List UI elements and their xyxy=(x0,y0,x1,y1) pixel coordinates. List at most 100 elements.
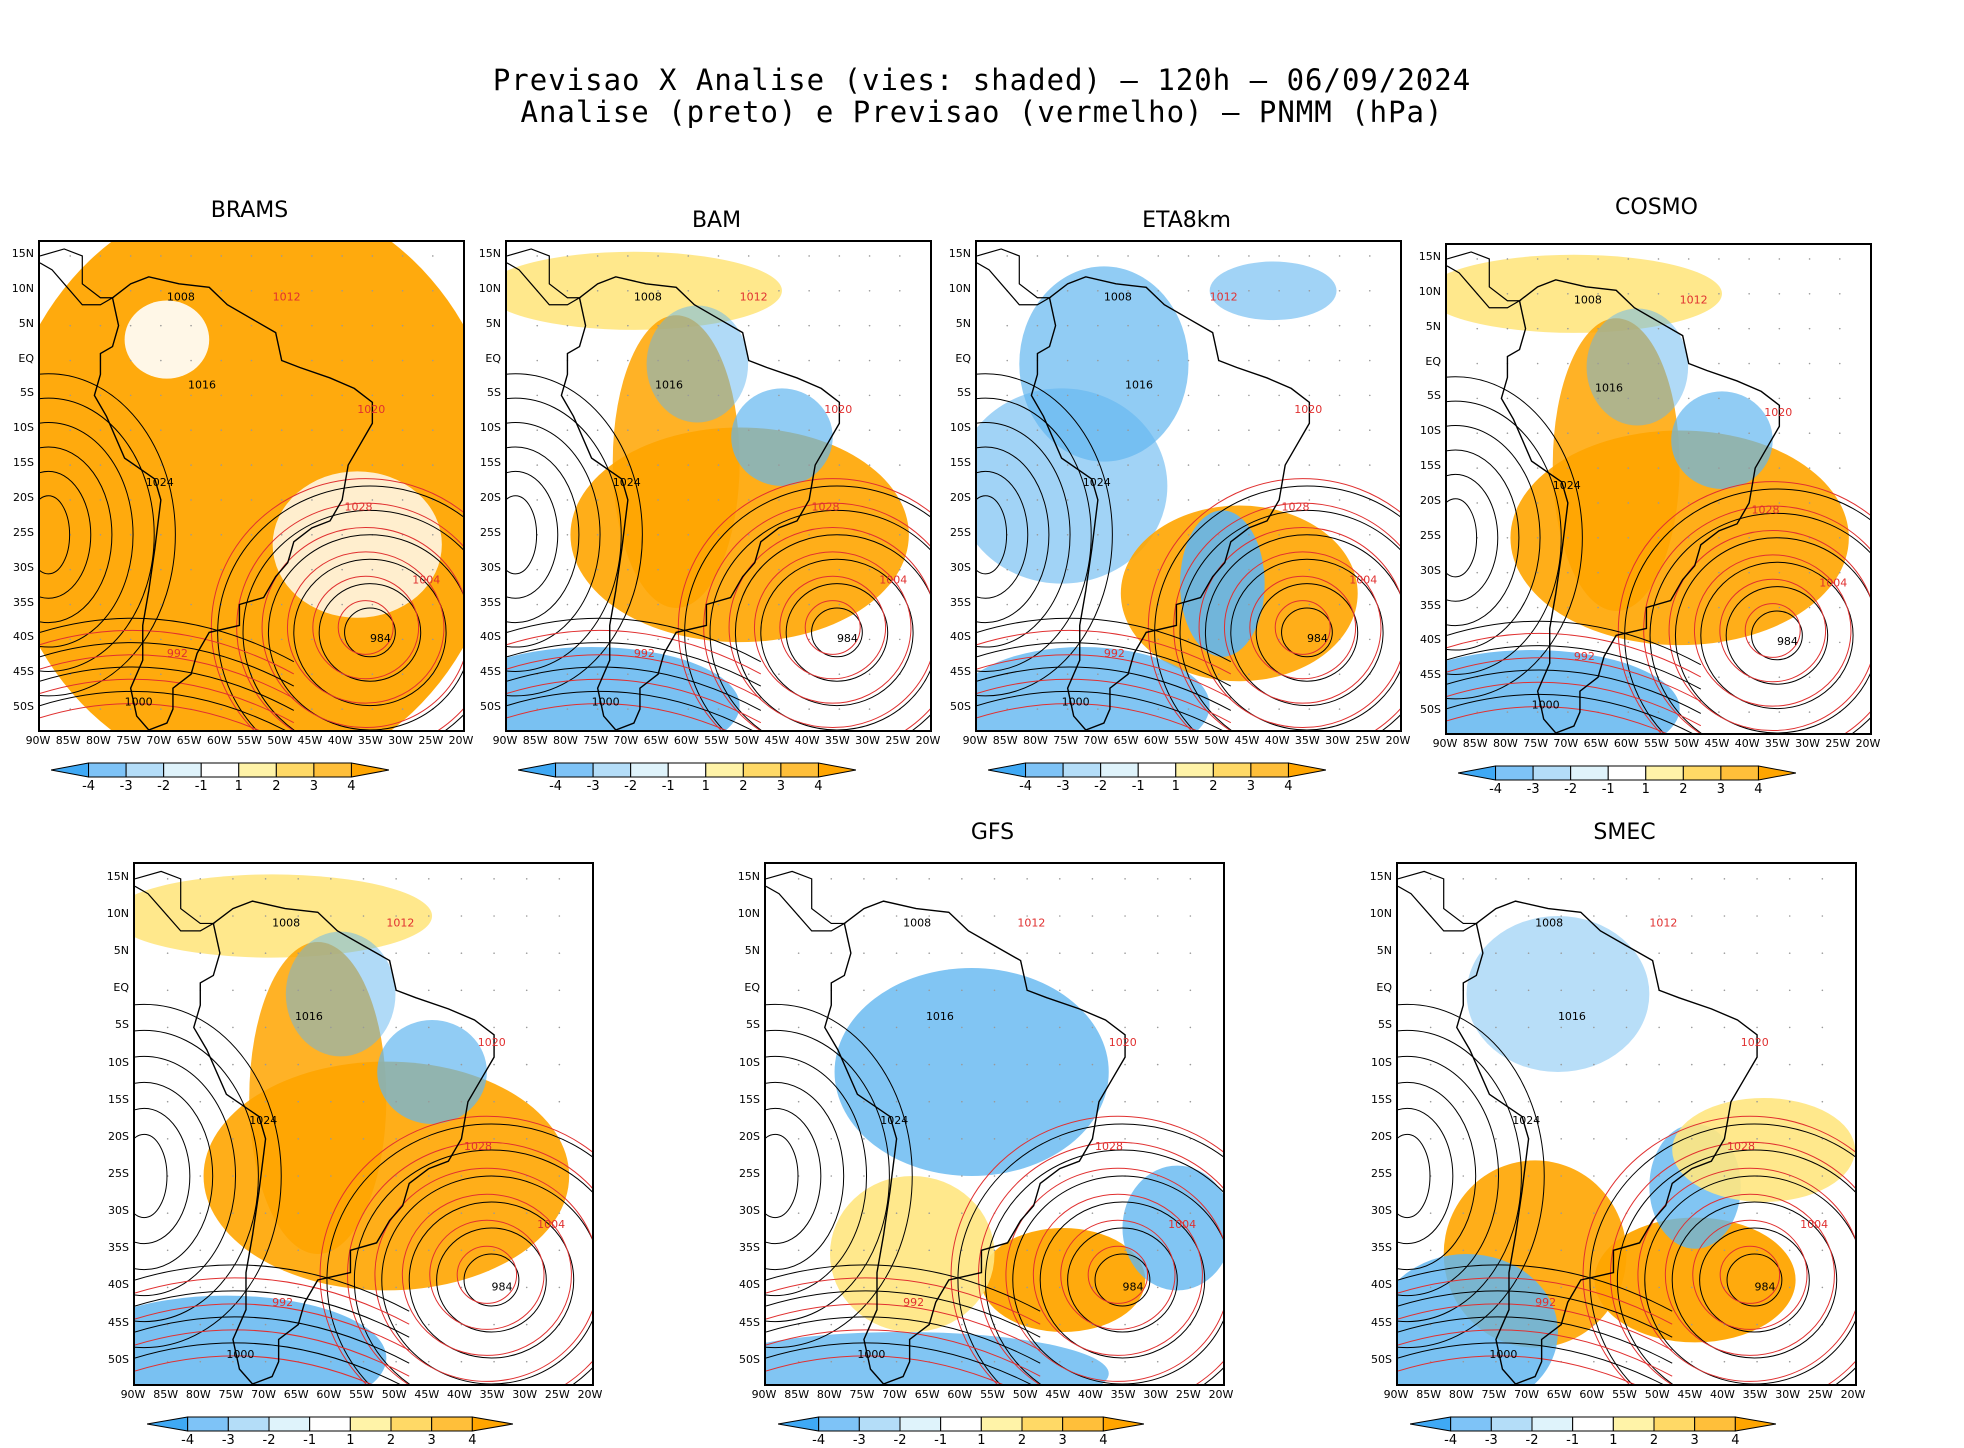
lat-label: 15S xyxy=(108,1092,129,1106)
isobar-label: 1012 xyxy=(386,916,414,929)
lat-label: 40S xyxy=(1371,1278,1392,1292)
colorbar-swatch xyxy=(1175,762,1214,778)
colorbar-swatch xyxy=(163,762,202,778)
lon-label: 85W xyxy=(992,734,1018,747)
isobar-label: 1024 xyxy=(1512,1114,1540,1127)
colorbar-label: -2 xyxy=(1564,782,1578,797)
lon-label: 60W xyxy=(316,1388,342,1401)
colorbar-label: -3 xyxy=(1056,779,1070,794)
isobar-label: 1012 xyxy=(1017,916,1045,929)
isobar-label: 1004 xyxy=(412,574,440,587)
panel-title-cosmo: COSMO xyxy=(1615,195,1698,220)
lat-label: 35S xyxy=(480,595,501,609)
colorbar-swatch xyxy=(1250,762,1289,778)
isobar-label: 1028 xyxy=(345,500,373,513)
lon-label: 40W xyxy=(1264,734,1290,747)
isobar-label: 992 xyxy=(1104,647,1125,660)
lat-label: 35S xyxy=(13,595,34,609)
lon-label: 20W xyxy=(915,734,941,747)
colorbar-label: 1 xyxy=(1641,782,1650,797)
lat-label: 25S xyxy=(13,525,34,539)
isobar-label: 984 xyxy=(491,1280,512,1293)
lat-label: 15N xyxy=(106,869,129,883)
lon-label: 45W xyxy=(764,734,790,747)
lat-label: EQ xyxy=(18,351,34,365)
lat-label: 15S xyxy=(1371,1092,1392,1106)
colorbar-swatch xyxy=(238,762,277,778)
lat-label: 15S xyxy=(1420,459,1441,473)
colorbar-label: -4 xyxy=(181,1433,195,1448)
lat-label: 15N xyxy=(948,246,971,260)
lat-label: 25S xyxy=(739,1167,760,1180)
colorbar-swatch xyxy=(778,1416,820,1432)
lat-label: 10S xyxy=(480,421,501,435)
lon-label: 35W xyxy=(824,734,850,747)
colorbar-label: -1 xyxy=(1131,779,1145,794)
lon-label: 50W xyxy=(1012,1388,1038,1401)
colorbar-label: 1 xyxy=(346,1433,355,1448)
lon-label: 80W xyxy=(816,1388,842,1401)
lon-label: 35W xyxy=(357,734,383,747)
colorbar-swatch xyxy=(817,762,856,778)
lat-label: EQ xyxy=(744,981,760,995)
lon-label: 90W xyxy=(25,734,51,747)
colorbar-swatch xyxy=(518,762,557,778)
lon-label: 40W xyxy=(1734,737,1760,750)
colorbar-label: -2 xyxy=(262,1433,276,1448)
lon-label: 40W xyxy=(1709,1388,1735,1401)
lon-label: 90W xyxy=(1383,1388,1409,1401)
isobar-label: 1000 xyxy=(1489,1348,1517,1361)
lon-label: 30W xyxy=(855,734,880,747)
isobar-label: 1008 xyxy=(1104,291,1132,304)
lat-label: 5N xyxy=(1376,944,1392,958)
colorbar-label: -3 xyxy=(852,1433,866,1448)
lat-label: 45S xyxy=(1371,1315,1392,1329)
isobar-label: 1020 xyxy=(357,403,385,416)
isobar-label: 1012 xyxy=(273,291,301,304)
colorbar-label: -3 xyxy=(1526,782,1540,797)
lat-label: 45S xyxy=(950,665,971,679)
colorbar-swatch xyxy=(1062,1416,1104,1432)
colorbar-label: -4 xyxy=(1019,779,1033,794)
colorbar-swatch xyxy=(1653,1416,1696,1432)
isobar-label: 1004 xyxy=(1168,1218,1196,1231)
lon-label: 35W xyxy=(1742,1388,1768,1401)
lat-label: 10N xyxy=(1369,907,1392,920)
lon-label: 40W xyxy=(794,734,820,747)
lat-label: 15N xyxy=(478,246,501,260)
lon-label: 85W xyxy=(55,734,81,747)
lon-label: 55W xyxy=(980,1388,1005,1401)
isobar-label: 984 xyxy=(1777,635,1798,648)
map-gfs: 1008 1012 1016 1020 1024 1028 984 992 1000 1004 xyxy=(764,862,1225,1386)
colorbar-swatch xyxy=(1062,762,1102,778)
colorbar-label: 3 xyxy=(427,1433,436,1448)
lon-label: 20W xyxy=(1385,734,1411,747)
colorbar-label: 1 xyxy=(1609,1433,1618,1448)
colorbar-label: -1 xyxy=(1566,1433,1580,1448)
lat-label: 15N xyxy=(1369,869,1392,883)
isobar-label: 1024 xyxy=(1553,479,1581,492)
colorbar-swatch xyxy=(1694,1416,1736,1432)
colorbar-swatch xyxy=(1532,765,1572,781)
isobar-label: 1016 xyxy=(1125,378,1153,391)
lon-label: 50W xyxy=(1204,734,1230,747)
lon-label: 45W xyxy=(1045,1388,1071,1401)
isobar-label: 1004 xyxy=(537,1218,565,1231)
lat-label: 45S xyxy=(13,665,34,679)
colorbar-swatch xyxy=(592,762,632,778)
lon-label: 65W xyxy=(1583,737,1609,750)
lat-label: EQ xyxy=(113,981,129,995)
lat-label: 10N xyxy=(1418,284,1441,298)
isobar-label: 992 xyxy=(1574,650,1595,663)
chart-title-line-2: Analise (preto) e Previsao (vermelho) – … xyxy=(520,95,1444,129)
lat-label: 10S xyxy=(108,1055,129,1069)
lon-label: 55W xyxy=(1612,1388,1637,1401)
colorbar-label: -2 xyxy=(624,779,638,794)
lon-label: 50W xyxy=(734,734,760,747)
lat-label: 15S xyxy=(739,1092,760,1106)
lat-label: 45S xyxy=(480,665,501,679)
colorbar-swatch xyxy=(1607,765,1647,781)
map-canvas-smec: 1008 1012 1016 1020 1024 1028 984 992 1000 1004 xyxy=(1398,870,1855,1384)
lon-label: 55W xyxy=(1644,737,1669,750)
lon-label: 35W xyxy=(1764,737,1790,750)
